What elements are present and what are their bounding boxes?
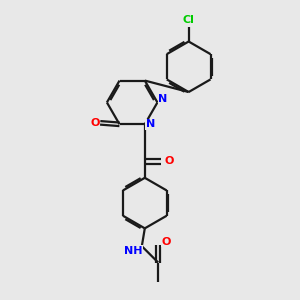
- Text: N: N: [158, 94, 167, 104]
- Text: O: O: [90, 118, 100, 128]
- Text: O: O: [162, 237, 171, 247]
- Text: NH: NH: [124, 246, 142, 256]
- Text: Cl: Cl: [183, 15, 195, 25]
- Text: O: O: [165, 157, 174, 166]
- Text: N: N: [146, 119, 155, 129]
